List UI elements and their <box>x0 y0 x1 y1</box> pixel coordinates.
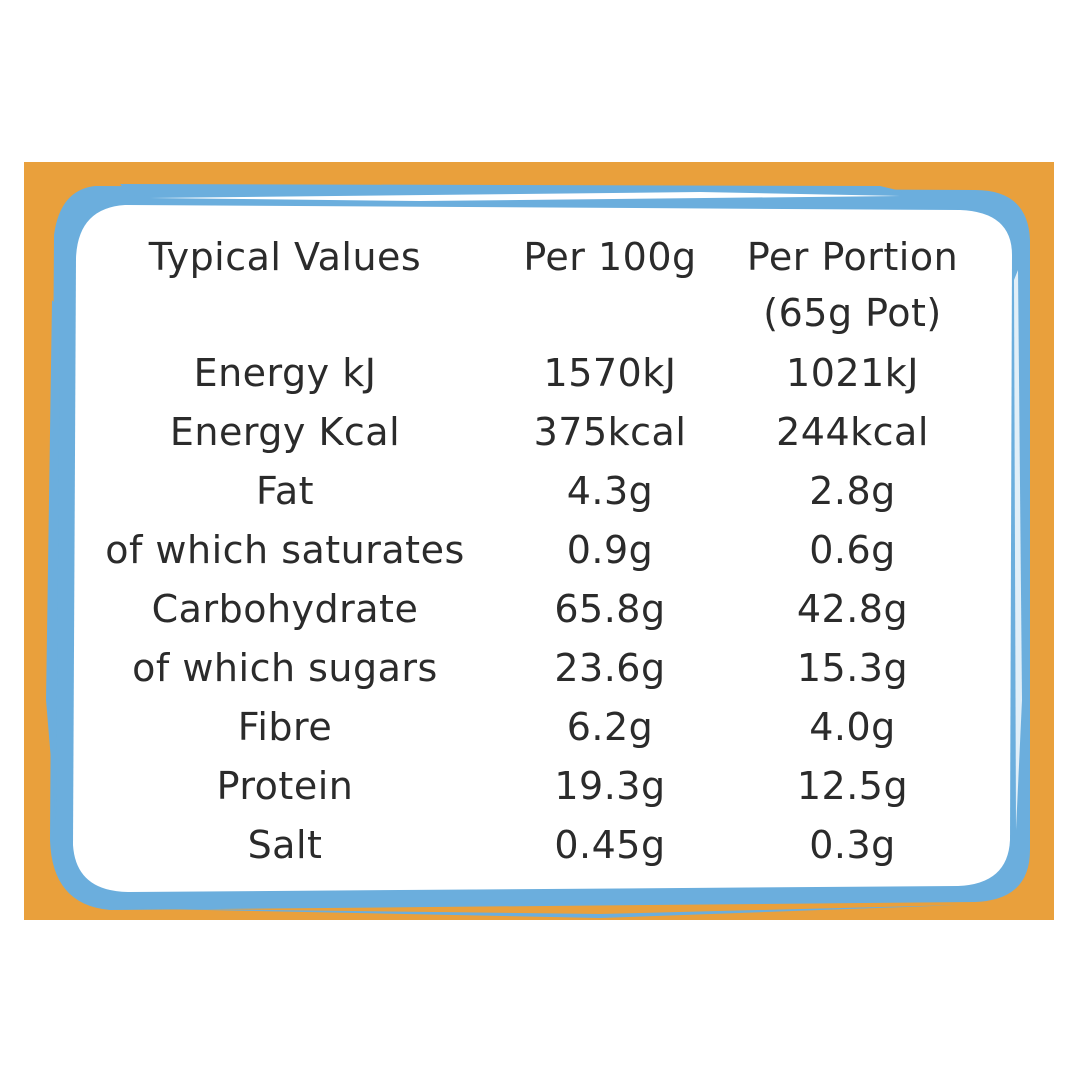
row-per-portion: 244kcal <box>776 410 929 454</box>
header-per-portion: Per Portion <box>746 235 959 279</box>
row-label: Carbohydrate <box>151 587 419 631</box>
row-label: Fibre <box>237 705 333 749</box>
row-per-portion: 15.3g <box>796 646 909 690</box>
header-portion-size: (65g Pot) <box>763 291 942 335</box>
row-per-portion: 0.6g <box>809 528 896 572</box>
header-per-100g: Per 100g <box>523 235 697 279</box>
row-per-100g: 65.8g <box>554 587 666 631</box>
row-per-100g: 375kcal <box>533 410 687 454</box>
row-per-100g: 23.6g <box>554 646 666 690</box>
row-per-portion: 4.0g <box>809 705 896 749</box>
row-per-100g: 0.9g <box>566 528 654 572</box>
row-label: Fat <box>255 469 315 513</box>
row-per-portion: 2.8g <box>809 469 896 513</box>
row-per-100g: 1570kJ <box>543 351 677 395</box>
row-label: of which saturates <box>105 528 465 572</box>
brush-streak-bottom <box>110 905 960 918</box>
row-per-portion: 42.8g <box>796 587 909 631</box>
white-card <box>73 205 1012 892</box>
row-label: Protein <box>216 764 354 808</box>
row-per-portion: 1021kJ <box>786 351 919 395</box>
row-per-portion: 12.5g <box>796 764 909 808</box>
row-per-100g: 19.3g <box>554 764 666 808</box>
row-label: Energy Kcal <box>169 410 401 454</box>
row-per-100g: 6.2g <box>566 705 654 749</box>
row-per-portion: 0.3g <box>809 823 896 867</box>
row-label: of which sugars <box>132 646 438 690</box>
brush-highlight-right <box>1014 270 1022 830</box>
row-per-100g: 0.45g <box>554 823 666 867</box>
brush-highlight-top <box>150 192 900 201</box>
header-typical-values: Typical Values <box>148 235 422 279</box>
row-label: Energy kJ <box>193 351 377 395</box>
row-per-100g: 4.3g <box>566 469 654 513</box>
row-label: Salt <box>247 823 323 867</box>
brush-streak-left <box>46 300 60 820</box>
